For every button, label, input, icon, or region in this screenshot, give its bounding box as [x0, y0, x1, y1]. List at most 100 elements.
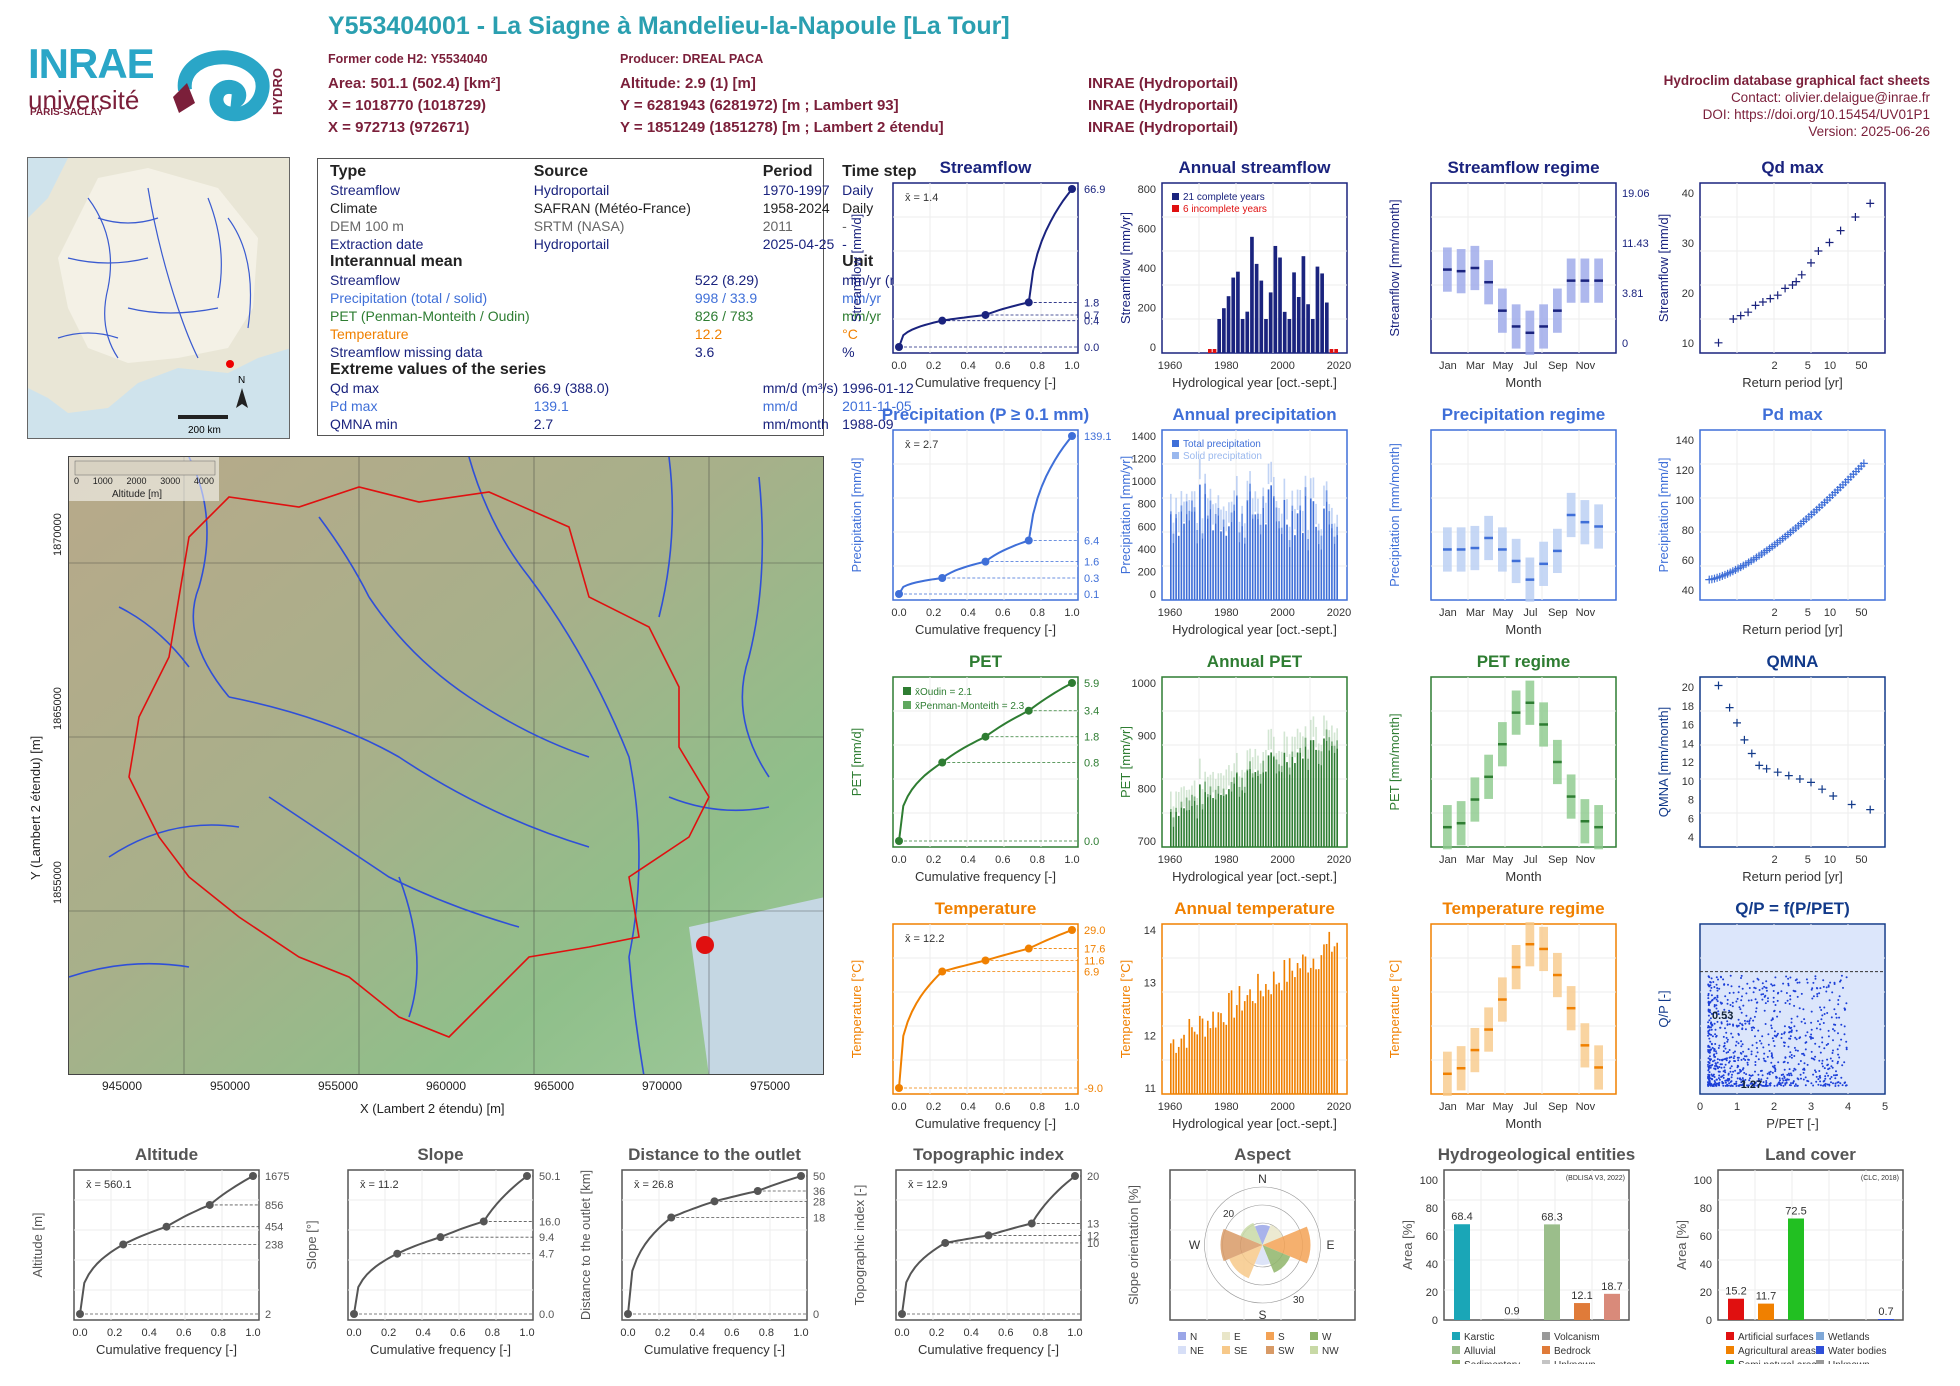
qp-point [1818, 1023, 1821, 1026]
hydro-logo-icon [173, 50, 270, 122]
landcover-legend: Agricultural areas [1738, 1346, 1816, 1357]
info-row: Precipitation (total / solid) 998 / 33.9 m… [328, 289, 923, 307]
streamflow_regime-title: Streamflow regime [1447, 158, 1599, 177]
distance-right-tick: 18 [813, 1212, 825, 1224]
qp-point [1838, 995, 1841, 998]
annual_pet-bar [1336, 740, 1338, 847]
aspect-direction: W [1189, 1238, 1201, 1252]
annual_precipitation-bar [1228, 526, 1230, 600]
qp-point [1772, 1040, 1775, 1042]
qp-point [1707, 1014, 1710, 1017]
annual_pet-bar [1188, 800, 1191, 847]
annual_streamflow-bar [1278, 257, 1282, 353]
annual_precipitation-ylabel: Precipitation [mm/yr] [1118, 456, 1133, 574]
qp-point [1836, 1062, 1839, 1065]
factsheet-title: Hydroclim database graphical fact sheets [1663, 73, 1930, 88]
annual_streamflow-bar [1329, 349, 1334, 353]
qmna-x-tick: 50 [1855, 854, 1867, 866]
annual_precipitation-bar [1286, 524, 1288, 600]
qp-point [1714, 1081, 1717, 1084]
annual_temperature-bar [1196, 1034, 1199, 1094]
annual_pet-bar-secondary [1204, 771, 1206, 793]
hydrogeo-bar [1544, 1224, 1560, 1320]
qp-point [1707, 992, 1710, 995]
qp-point [1765, 1081, 1768, 1084]
pet-x-tick: 0.4 [961, 854, 976, 866]
qp-point [1730, 1056, 1733, 1059]
qp-point [1824, 1075, 1827, 1078]
annual_precipitation-bar-secondary [1212, 504, 1214, 525]
annual_temperature-bar [1238, 986, 1241, 1094]
header-timestep: Time step [842, 163, 917, 180]
distance-point [710, 1197, 719, 1206]
qp-point [1711, 1046, 1714, 1049]
qp-point [1819, 1006, 1821, 1009]
qp-point [1818, 1045, 1821, 1048]
qp-point [1715, 976, 1718, 979]
qp-point [1838, 1016, 1841, 1019]
annual_pet-bar [1212, 798, 1214, 847]
info-cell: mm/d (m³/s) [762, 380, 839, 396]
qp-point [1710, 1064, 1713, 1067]
hydrogeo-bar [1604, 1293, 1620, 1320]
qd_max-x-tick: 10 [1824, 360, 1836, 372]
qmna-point [1807, 778, 1815, 787]
temperature-point [938, 967, 947, 976]
qp-point [1747, 1048, 1750, 1051]
annual_temperature-bar [1243, 1001, 1246, 1094]
qp-point [1713, 1049, 1716, 1052]
qp-point [1740, 1070, 1743, 1072]
annual_precipitation-bar [1299, 505, 1302, 600]
qp-point [1755, 1055, 1758, 1058]
qp-point [1734, 1050, 1736, 1053]
annual_precipitation-x-tick: 2020 [1327, 607, 1351, 619]
annual_pet-bar [1270, 752, 1272, 847]
qp-point [1746, 1063, 1749, 1066]
qp-point [1837, 1081, 1840, 1084]
annual_precipitation-bar [1302, 533, 1304, 600]
pet_regime-x-tick: Jul [1523, 854, 1537, 866]
qp-point [1765, 1085, 1768, 1087]
annual_pet-bar-secondary [1294, 736, 1296, 758]
annual_temperature-bar [1185, 1047, 1188, 1094]
qp-point [1736, 1077, 1739, 1080]
annual_temperature-bar [1294, 977, 1296, 1094]
annual_precipitation-bar [1323, 508, 1325, 600]
annual_pet-bar-secondary [1296, 728, 1299, 750]
qp-point [1786, 999, 1789, 1002]
aspect-legend: N [1190, 1332, 1197, 1343]
qp-point [1844, 1081, 1847, 1084]
info-cell: 826 / 783 [694, 308, 754, 324]
annual_streamflow-bar [1306, 304, 1310, 353]
scale-label: 200 km [188, 425, 221, 436]
info-cell: Daily [842, 200, 874, 216]
qp-point [1750, 1026, 1753, 1029]
info-cell: 998 / 33.9 [694, 290, 758, 306]
qp-point [1838, 1056, 1841, 1059]
qp-point [1787, 1078, 1790, 1081]
annual_precipitation-bar-secondary [1217, 495, 1220, 516]
qp-x-tick: 2 [1771, 1101, 1777, 1113]
qp-point [1742, 1004, 1745, 1007]
qp-point [1711, 1035, 1714, 1038]
precipitation_regime-x-tick: Jul [1523, 607, 1537, 619]
streamflow-point [938, 316, 947, 325]
qp-chart: P/PET [-]Q/P [-] 0.531.270 1 2 3 4 5Q/P = f(P/… [1656, 899, 1888, 1131]
qp-point [1806, 1031, 1809, 1034]
annual_pet-bar-secondary [1196, 798, 1199, 819]
qp-point [1780, 1084, 1783, 1087]
annual_temperature-bar [1214, 1027, 1217, 1094]
aspect-legend: NE [1190, 1346, 1204, 1357]
annual_precipitation-bar [1249, 483, 1251, 600]
y-lambert2e: Y = 1851249 (1851278) [m ; Lambert 2 éte… [620, 119, 944, 136]
qp-point [1796, 995, 1799, 998]
annual_pet-bar [1283, 752, 1286, 847]
aspect-title: Aspect [1234, 1145, 1291, 1164]
qp-point [1767, 1043, 1770, 1046]
topo-xlabel: Cumulative frequency [-] [918, 1342, 1059, 1357]
annual_precipitation-bar-secondary [1336, 514, 1338, 536]
qd_max-plot-area [1699, 182, 1886, 354]
qp-point [1800, 992, 1803, 995]
annual_pet-bar [1294, 763, 1296, 847]
